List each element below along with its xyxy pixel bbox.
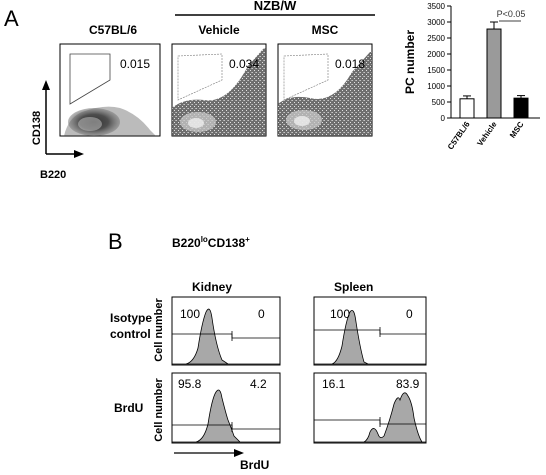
bar-1	[486, 28, 502, 119]
y-tick-label: 2000	[427, 50, 445, 59]
pct-right: 83.9	[396, 377, 420, 391]
x-category-label: MSC	[508, 120, 526, 140]
gate-polygon	[69, 53, 111, 105]
bar-2	[513, 97, 529, 119]
flow-y-axis-arrowhead	[42, 80, 50, 90]
y-tick-label: 1000	[427, 82, 445, 91]
flow-plot-c57: 0.015	[59, 43, 161, 137]
column-header-spleen: Spleen	[334, 280, 373, 294]
flow-plot-title-vehicle: Vehicle	[198, 23, 240, 37]
flow-x-axis-arrowhead	[74, 150, 84, 158]
panel-b-label: B	[108, 229, 123, 254]
cell-number-label: Cell number	[153, 298, 165, 362]
panel-a-label: A	[4, 6, 19, 31]
pct-right: 0	[406, 307, 413, 321]
flow-plot-title-c57: C57BL/6	[89, 23, 137, 37]
pct-left: 100	[330, 307, 350, 321]
histogram-kidney-brdu: 95.8 4.2	[171, 372, 281, 444]
pct-left: 100	[180, 307, 200, 321]
gate-polygon	[177, 53, 223, 101]
y-tick-label: 1500	[427, 66, 445, 75]
y-tick-label: 3000	[427, 18, 445, 27]
row-label-isotype: Isotype control	[110, 311, 155, 341]
gate-value-vehicle: 0.034	[229, 57, 259, 71]
y-tick-label: 2500	[427, 34, 445, 43]
gate-polygon	[283, 53, 329, 101]
row-label-brdu: BrdU	[114, 401, 143, 415]
flow-plot-msc: 0.018	[277, 43, 373, 137]
histogram-spleen-isotype: 100 0	[313, 296, 427, 366]
histogram-spleen-brdu: 16.1 83.9	[313, 372, 427, 444]
pct-left: 95.8	[178, 377, 202, 391]
bar-chart: PC number 0 500 1000 1500 2000 2500 3000 3500 P…	[403, 2, 540, 151]
histogram-kidney-isotype: 100 0	[171, 296, 281, 366]
x-category-label: Vehicle	[475, 120, 499, 148]
significance-label: P<0.05	[497, 9, 526, 19]
bar-0	[459, 98, 475, 119]
cell-number-label: Cell number	[153, 378, 165, 442]
flow-plot-title-msc: MSC	[312, 23, 339, 37]
flow-x-axis-label: B220	[40, 169, 66, 181]
pct-right: 4.2	[250, 377, 267, 391]
population-title: B220loCD138+	[172, 235, 250, 250]
pct-left: 16.1	[322, 377, 346, 391]
bar-chart-y-label: PC number	[403, 30, 417, 94]
flow-plot-vehicle: 0.034	[171, 43, 267, 137]
column-header-kidney: Kidney	[192, 280, 232, 294]
x-category-label: C57BL/6	[446, 120, 472, 152]
brdu-axis-arrowhead	[234, 449, 244, 457]
gate-value-msc: 0.018	[335, 57, 365, 71]
y-tick-label: 3500	[427, 2, 445, 11]
y-tick-label: 0	[441, 114, 446, 123]
pct-right: 0	[258, 307, 265, 321]
flow-y-axis-label: CD138	[31, 111, 43, 145]
y-tick-label: 500	[432, 98, 446, 107]
group-header: NZB/W	[254, 0, 297, 13]
gate-value-c57: 0.015	[120, 57, 150, 71]
brdu-axis-label: BrdU	[240, 458, 269, 472]
